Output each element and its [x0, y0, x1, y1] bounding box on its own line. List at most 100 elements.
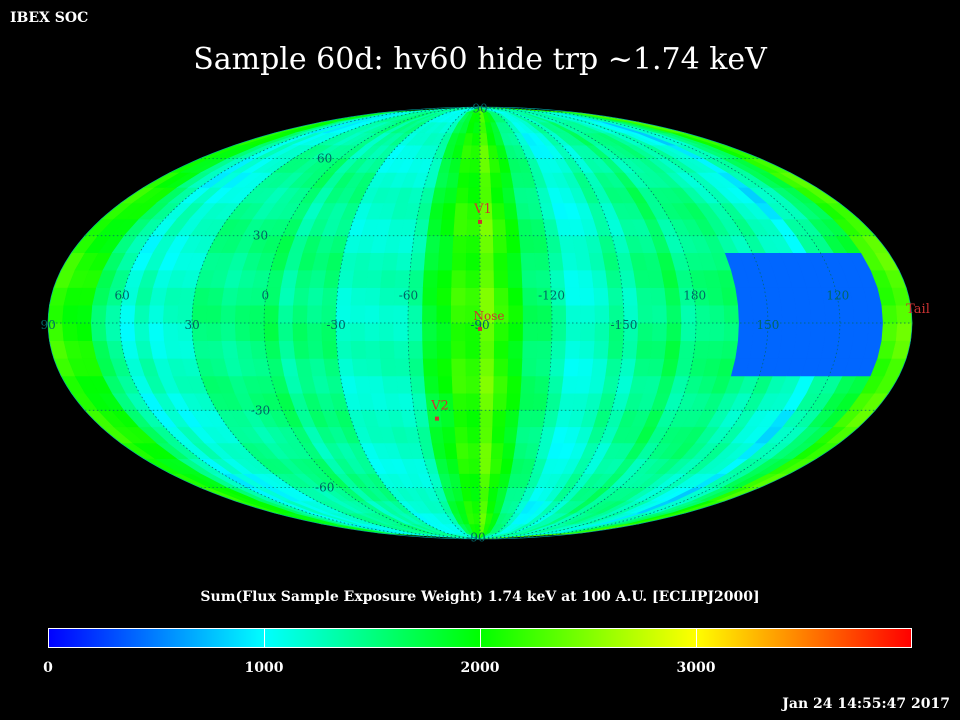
heatmap-cell: [520, 252, 537, 271]
longitude-label: 0: [261, 288, 269, 302]
heatmap-cell: [508, 340, 524, 359]
heatmap-cell: [407, 304, 423, 324]
heatmap-cell: [206, 304, 222, 324]
heatmap-cell: [490, 442, 505, 459]
heatmap-cell: [504, 218, 520, 237]
heatmap-cell: [479, 473, 491, 488]
heatmap-cell: [413, 218, 430, 237]
heatmap-cell: [706, 287, 725, 306]
heatmap-cell: [206, 322, 222, 342]
heatmap-cell: [264, 340, 282, 359]
heatmap-cell: [395, 375, 413, 394]
heatmap-cell: [795, 304, 812, 324]
heatmap-cell: [507, 269, 523, 288]
heatmap-cell: [895, 322, 913, 342]
heatmap-cell: [263, 304, 280, 324]
heatmap-cell: [221, 340, 239, 359]
heatmap-cell: [76, 322, 93, 342]
heatmap-cell: [90, 322, 108, 342]
heatmap-cell: [278, 340, 296, 359]
heatmap-cell: [62, 322, 79, 342]
heatmap-cell: [443, 187, 458, 204]
heatmap-cell: [437, 252, 454, 271]
longitude-label: -120: [538, 288, 565, 302]
heatmap-cell: [738, 304, 754, 324]
heatmap-cell: [479, 409, 494, 428]
heatmap-cell: [507, 358, 523, 377]
heatmap-cell: [666, 304, 682, 324]
heatmap-cell: [479, 340, 495, 359]
heatmap-cell: [378, 304, 395, 324]
heatmap-cell: [607, 340, 624, 359]
heatmap-cell: [479, 172, 492, 188]
heatmap-cell: [76, 304, 93, 324]
heatmap-cell: [119, 304, 136, 324]
heatmap-cell: [381, 375, 399, 394]
heatmap-cell: [680, 322, 697, 342]
heatmap-cell: [479, 287, 495, 306]
heatmap-cell: [350, 340, 367, 359]
heatmap-cell: [454, 426, 469, 444]
heatmap-cell: [220, 322, 237, 342]
markers: V1 Nose V2 Tail: [430, 202, 930, 421]
heatmap-cell: [422, 269, 439, 288]
heatmap-cell: [380, 358, 397, 377]
heatmap-cell: [493, 269, 509, 288]
heatmap-cell: [503, 202, 519, 220]
heatmap-cell: [535, 358, 552, 377]
heatmap-cell: [440, 218, 456, 237]
heatmap-cell: [561, 375, 579, 394]
heatmap-cell: [293, 340, 310, 359]
heatmap-cell: [577, 269, 594, 288]
heatmap-cell: [534, 252, 551, 271]
heatmap-cell: [781, 322, 798, 342]
heatmap-cell: [492, 392, 508, 411]
marker-point: [434, 416, 439, 421]
heatmap-cell: [479, 235, 494, 254]
heatmap-cell: [394, 269, 411, 288]
heatmap-cell: [366, 358, 383, 377]
heatmap-cell: [441, 426, 457, 444]
heatmap-cell: [479, 442, 493, 459]
heatmap-cell: [453, 409, 468, 428]
heatmap-cell: [593, 340, 610, 359]
heatmap-cell: [504, 409, 520, 428]
heatmap-cell: [852, 322, 870, 342]
heatmap-cell: [466, 409, 481, 428]
heatmap-cell: [492, 218, 507, 237]
colorbar-tick-label: 3000: [676, 660, 716, 676]
heatmap-cell: [536, 340, 553, 359]
heatmap-cell: [437, 375, 454, 394]
heatmap-cell: [522, 287, 538, 306]
heatmap-cell: [452, 392, 468, 411]
heatmap-cell: [206, 287, 225, 306]
heatmap-cell: [563, 358, 580, 377]
heatmap-cell: [465, 287, 481, 306]
heatmap-cell: [547, 252, 565, 271]
heatmap-cell: [517, 409, 534, 428]
heatmap-cell: [250, 340, 268, 359]
heatmap-cell: [62, 304, 79, 324]
heatmap-cell: [393, 340, 410, 359]
heatmap-cell: [423, 375, 440, 394]
heatmap-cell: [394, 358, 411, 377]
heatmap-cell: [547, 375, 565, 394]
heatmap-cell: [162, 322, 179, 342]
heatmap-cell: [441, 202, 457, 220]
corner-label: IBEX SOC: [10, 10, 89, 26]
graticule: [47, 106, 913, 540]
heatmap-cell: [408, 269, 425, 288]
heatmap-cell: [379, 340, 396, 359]
heatmap-cell: [306, 304, 323, 324]
latitude-label: -90: [466, 531, 485, 545]
latitude-label: 60: [317, 151, 332, 165]
heatmap-cell: [450, 322, 466, 342]
heatmap-cell: [470, 144, 481, 159]
heatmap-cell: [881, 304, 898, 324]
heatmap-cell: [278, 287, 296, 306]
heatmap-cell: [408, 358, 425, 377]
heatmap-cell: [490, 172, 503, 188]
heatmap-cell: [563, 269, 580, 288]
heatmap-cell: [307, 287, 325, 306]
heatmap-cell: [366, 269, 383, 288]
